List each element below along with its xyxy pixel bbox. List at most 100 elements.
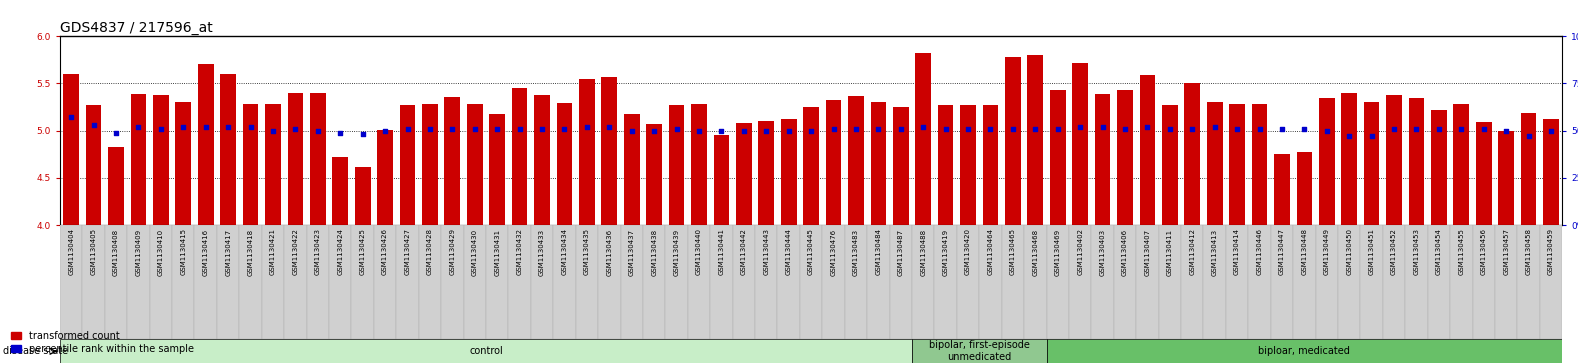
FancyBboxPatch shape [1024, 225, 1046, 339]
Text: GSM1130433: GSM1130433 [540, 228, 544, 276]
FancyBboxPatch shape [822, 225, 844, 339]
FancyBboxPatch shape [1450, 225, 1472, 339]
Bar [355, 167, 371, 225]
FancyBboxPatch shape [1136, 225, 1158, 339]
Point [574, 124, 600, 130]
FancyBboxPatch shape [128, 225, 150, 339]
Point [350, 131, 376, 137]
FancyBboxPatch shape [554, 225, 576, 339]
Point [1000, 126, 1026, 132]
FancyBboxPatch shape [1068, 225, 1092, 339]
Text: GSM1130424: GSM1130424 [338, 228, 344, 276]
Bar [893, 107, 909, 225]
Point [282, 126, 308, 132]
Bar [467, 104, 483, 225]
Bar [221, 74, 237, 225]
Bar [781, 119, 797, 225]
Text: disease state: disease state [3, 346, 68, 356]
Text: GSM1130469: GSM1130469 [1054, 228, 1060, 276]
Text: GSM1130447: GSM1130447 [1278, 228, 1284, 276]
Point [1180, 126, 1206, 132]
Point [1427, 126, 1452, 132]
Text: GSM1130450: GSM1130450 [1346, 228, 1352, 276]
FancyBboxPatch shape [1114, 225, 1136, 339]
FancyBboxPatch shape [576, 225, 598, 339]
Bar [735, 123, 751, 225]
FancyBboxPatch shape [508, 225, 530, 339]
FancyBboxPatch shape [530, 225, 554, 339]
FancyBboxPatch shape [1428, 225, 1450, 339]
FancyBboxPatch shape [464, 225, 486, 339]
Text: GSM1130420: GSM1130420 [966, 228, 970, 276]
FancyBboxPatch shape [1360, 225, 1382, 339]
FancyBboxPatch shape [1204, 225, 1226, 339]
Point [80, 122, 106, 128]
Point [596, 124, 622, 130]
Point [552, 126, 578, 132]
Text: GSM1130434: GSM1130434 [562, 228, 568, 276]
Text: GSM1130438: GSM1130438 [652, 228, 656, 276]
Text: GSM1130418: GSM1130418 [248, 228, 254, 276]
Point [1202, 124, 1228, 130]
Point [170, 124, 196, 130]
FancyBboxPatch shape [912, 225, 934, 339]
FancyBboxPatch shape [1518, 225, 1540, 339]
Bar [1319, 98, 1335, 225]
FancyBboxPatch shape [1270, 225, 1292, 339]
Point [709, 128, 734, 134]
Point [440, 126, 466, 132]
Bar [489, 114, 505, 225]
Bar [1207, 102, 1223, 225]
Text: GSM1130411: GSM1130411 [1166, 228, 1172, 276]
Text: GSM1130448: GSM1130448 [1302, 228, 1307, 276]
Bar [535, 95, 549, 225]
Bar [1229, 104, 1245, 225]
Text: GSM1130406: GSM1130406 [1122, 228, 1128, 276]
Bar [1185, 83, 1201, 225]
FancyBboxPatch shape [1382, 225, 1406, 339]
Text: GSM1130488: GSM1130488 [920, 228, 926, 276]
Bar [937, 105, 953, 225]
Bar [1431, 110, 1447, 225]
FancyBboxPatch shape [1046, 225, 1068, 339]
Bar [1251, 104, 1267, 225]
Point [642, 128, 667, 134]
Bar [445, 97, 461, 225]
Text: GSM1130407: GSM1130407 [1144, 228, 1150, 276]
Bar [197, 64, 213, 225]
FancyBboxPatch shape [732, 225, 754, 339]
FancyBboxPatch shape [1472, 225, 1494, 339]
FancyBboxPatch shape [216, 225, 240, 339]
Point [1112, 126, 1138, 132]
FancyBboxPatch shape [1316, 225, 1338, 339]
Text: GSM1130468: GSM1130468 [1032, 228, 1038, 276]
Point [888, 126, 914, 132]
FancyBboxPatch shape [642, 225, 666, 339]
FancyBboxPatch shape [60, 225, 82, 339]
Text: GSM1130405: GSM1130405 [90, 228, 96, 276]
FancyBboxPatch shape [374, 225, 396, 339]
Text: GSM1130464: GSM1130464 [988, 228, 994, 276]
Bar [691, 104, 707, 225]
Point [1449, 126, 1474, 132]
Text: control: control [469, 346, 503, 356]
Point [843, 126, 868, 132]
Text: GSM1130412: GSM1130412 [1190, 228, 1195, 276]
Bar [871, 102, 887, 225]
FancyBboxPatch shape [912, 339, 1046, 363]
Bar [1341, 93, 1357, 225]
Point [821, 126, 846, 132]
Bar [63, 74, 79, 225]
Point [1135, 124, 1160, 130]
Bar [1499, 131, 1513, 225]
Text: GSM1130409: GSM1130409 [136, 228, 142, 276]
Bar [915, 53, 931, 225]
Text: GSM1130425: GSM1130425 [360, 228, 366, 276]
Bar [1363, 102, 1379, 225]
Point [529, 126, 554, 132]
Point [933, 126, 958, 132]
Text: GSM1130435: GSM1130435 [584, 228, 590, 276]
Text: GDS4837 / 217596_at: GDS4837 / 217596_at [60, 21, 213, 35]
Text: GSM1130452: GSM1130452 [1392, 228, 1397, 276]
Text: GSM1130465: GSM1130465 [1010, 228, 1016, 276]
